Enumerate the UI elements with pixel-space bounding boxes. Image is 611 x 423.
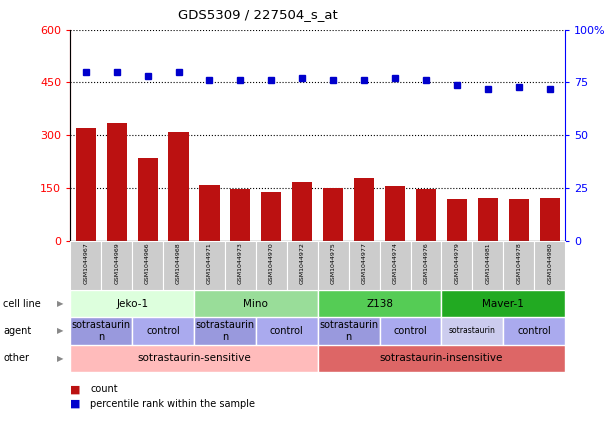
FancyBboxPatch shape bbox=[349, 241, 379, 290]
Text: agent: agent bbox=[3, 326, 31, 336]
FancyBboxPatch shape bbox=[411, 241, 442, 290]
Bar bbox=[169, 132, 189, 241]
FancyBboxPatch shape bbox=[287, 241, 318, 290]
Bar bbox=[416, 189, 436, 241]
Bar bbox=[292, 182, 312, 241]
FancyBboxPatch shape bbox=[225, 241, 256, 290]
Text: ■: ■ bbox=[70, 399, 81, 409]
Text: control: control bbox=[393, 326, 427, 336]
FancyBboxPatch shape bbox=[256, 317, 318, 345]
FancyBboxPatch shape bbox=[318, 290, 442, 317]
Text: cell line: cell line bbox=[3, 299, 41, 308]
Text: GSM1044977: GSM1044977 bbox=[362, 242, 367, 284]
FancyBboxPatch shape bbox=[194, 241, 225, 290]
Text: Maver-1: Maver-1 bbox=[482, 299, 524, 308]
Text: ▶: ▶ bbox=[57, 327, 63, 335]
FancyBboxPatch shape bbox=[70, 241, 101, 290]
Bar bbox=[230, 189, 251, 241]
Bar bbox=[385, 187, 405, 241]
Text: GSM1044971: GSM1044971 bbox=[207, 242, 212, 284]
Bar bbox=[447, 199, 467, 241]
FancyBboxPatch shape bbox=[442, 317, 503, 345]
Text: sotrastaurin
n: sotrastaurin n bbox=[319, 320, 378, 342]
Bar bbox=[323, 187, 343, 241]
Text: GSM1044976: GSM1044976 bbox=[423, 242, 428, 284]
FancyBboxPatch shape bbox=[318, 345, 565, 372]
FancyBboxPatch shape bbox=[163, 241, 194, 290]
FancyBboxPatch shape bbox=[194, 317, 256, 345]
Text: sotrastaurin-sensitive: sotrastaurin-sensitive bbox=[137, 354, 251, 363]
Text: GSM1044968: GSM1044968 bbox=[176, 242, 181, 284]
FancyBboxPatch shape bbox=[442, 290, 565, 317]
FancyBboxPatch shape bbox=[132, 241, 163, 290]
FancyBboxPatch shape bbox=[318, 317, 379, 345]
Bar bbox=[137, 158, 158, 241]
Text: sotrastaurin-insensitive: sotrastaurin-insensitive bbox=[380, 354, 503, 363]
Text: ▶: ▶ bbox=[57, 354, 63, 363]
Bar bbox=[354, 179, 374, 241]
Bar bbox=[540, 198, 560, 241]
Text: GSM1044978: GSM1044978 bbox=[516, 242, 521, 284]
Text: sotrastaurin: sotrastaurin bbox=[449, 327, 496, 335]
FancyBboxPatch shape bbox=[194, 290, 318, 317]
Text: sotrastaurin
n: sotrastaurin n bbox=[196, 320, 255, 342]
Text: GSM1044972: GSM1044972 bbox=[300, 242, 305, 284]
Text: sotrastaurin
n: sotrastaurin n bbox=[71, 320, 131, 342]
Text: GSM1044969: GSM1044969 bbox=[114, 242, 119, 284]
Text: GDS5309 / 227504_s_at: GDS5309 / 227504_s_at bbox=[178, 8, 338, 21]
Text: Z138: Z138 bbox=[366, 299, 393, 308]
FancyBboxPatch shape bbox=[534, 241, 565, 290]
Text: control: control bbox=[270, 326, 304, 336]
FancyBboxPatch shape bbox=[256, 241, 287, 290]
FancyBboxPatch shape bbox=[472, 241, 503, 290]
FancyBboxPatch shape bbox=[132, 317, 194, 345]
FancyBboxPatch shape bbox=[379, 241, 411, 290]
FancyBboxPatch shape bbox=[101, 241, 132, 290]
Text: GSM1044981: GSM1044981 bbox=[485, 242, 491, 284]
FancyBboxPatch shape bbox=[318, 241, 349, 290]
FancyBboxPatch shape bbox=[503, 317, 565, 345]
Bar bbox=[478, 198, 498, 241]
Text: control: control bbox=[518, 326, 551, 336]
FancyBboxPatch shape bbox=[70, 345, 318, 372]
Text: GSM1044973: GSM1044973 bbox=[238, 242, 243, 284]
FancyBboxPatch shape bbox=[503, 241, 534, 290]
Text: ▶: ▶ bbox=[57, 299, 63, 308]
Text: other: other bbox=[3, 354, 29, 363]
Text: Jeko-1: Jeko-1 bbox=[116, 299, 148, 308]
Text: control: control bbox=[146, 326, 180, 336]
Text: percentile rank within the sample: percentile rank within the sample bbox=[90, 399, 255, 409]
Text: GSM1044967: GSM1044967 bbox=[83, 242, 88, 284]
Bar bbox=[76, 128, 96, 241]
FancyBboxPatch shape bbox=[379, 317, 442, 345]
Text: GSM1044980: GSM1044980 bbox=[547, 242, 552, 284]
FancyBboxPatch shape bbox=[70, 290, 194, 317]
Bar bbox=[106, 123, 126, 241]
Text: GSM1044966: GSM1044966 bbox=[145, 242, 150, 284]
Text: ■: ■ bbox=[70, 384, 81, 394]
Bar bbox=[262, 192, 282, 241]
Text: GSM1044975: GSM1044975 bbox=[331, 242, 335, 284]
Text: GSM1044979: GSM1044979 bbox=[455, 242, 459, 284]
FancyBboxPatch shape bbox=[70, 317, 132, 345]
Text: Mino: Mino bbox=[243, 299, 268, 308]
Bar bbox=[509, 199, 529, 241]
Text: GSM1044970: GSM1044970 bbox=[269, 242, 274, 284]
Text: count: count bbox=[90, 384, 118, 394]
FancyBboxPatch shape bbox=[442, 241, 472, 290]
Bar bbox=[199, 185, 219, 241]
Text: GSM1044974: GSM1044974 bbox=[392, 242, 398, 284]
